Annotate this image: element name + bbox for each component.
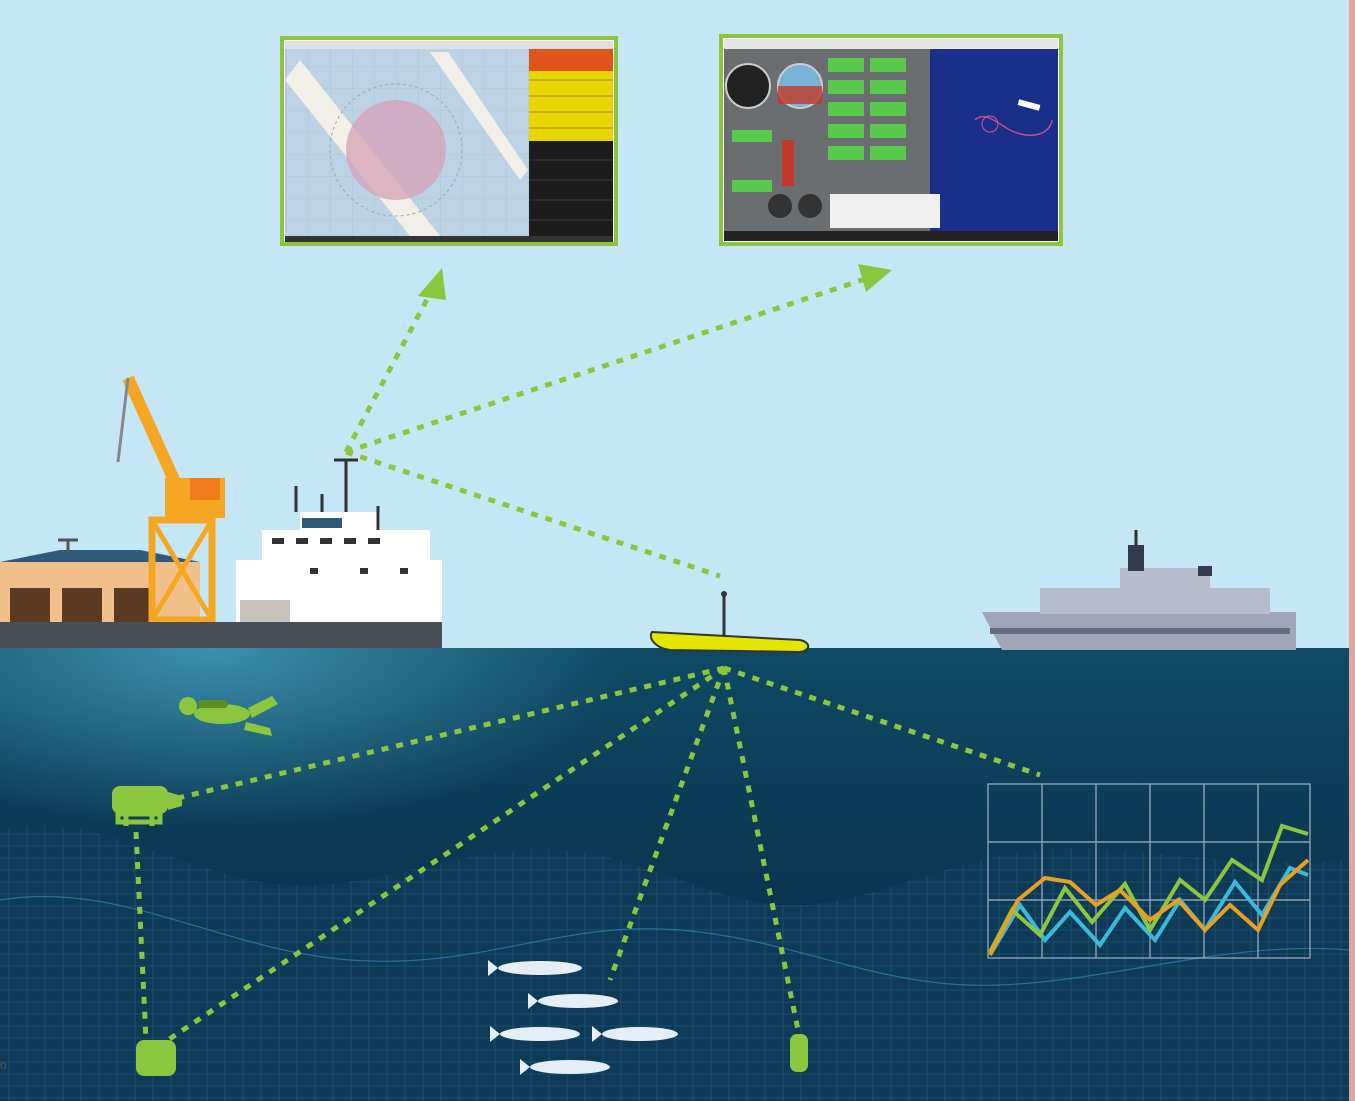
- seabed-node-icon: [136, 1040, 176, 1076]
- auv-3: [490, 1026, 580, 1042]
- arrowhead-control-panel: [858, 264, 892, 292]
- chart-series-green: [988, 823, 1309, 953]
- sensor-data-chart: [987, 783, 1311, 959]
- cargo-ship: [236, 458, 442, 622]
- usv-icon: [650, 591, 810, 654]
- link-usv-to-rov: [177, 665, 725, 801]
- link-usv-to-node: [166, 665, 726, 1043]
- arrowhead-map-panel: [418, 268, 446, 300]
- link-usv-to-auvs: [607, 667, 727, 981]
- link-ship-to-map-panel: [343, 288, 435, 454]
- chart-series-cyan: [988, 865, 1309, 957]
- chart-series-orange: [988, 858, 1310, 956]
- vehicle-control-panel: [719, 34, 1063, 246]
- auv-4: [592, 1026, 678, 1042]
- seabed-ridge: [0, 895, 1350, 986]
- map-display-panel: [280, 36, 618, 246]
- corner-mark: o: [0, 1058, 7, 1072]
- link-usv-to-chart: [723, 665, 1041, 778]
- rov-icon: [112, 786, 182, 826]
- communication-links: [133, 275, 1041, 1043]
- diver-icon: [179, 696, 278, 736]
- harbor-crane: [116, 375, 225, 624]
- link-usv-to-beacon: [721, 667, 801, 1031]
- auv-5: [520, 1059, 610, 1075]
- sky: [0, 0, 1349, 650]
- pier: [0, 622, 442, 648]
- link-ship-to-usv: [345, 449, 721, 579]
- warship: [982, 530, 1296, 650]
- auv-2: [528, 993, 618, 1009]
- right-edge-strip: [1349, 0, 1355, 1101]
- link-ship-to-control-panel: [345, 275, 869, 455]
- auv-1: [488, 960, 582, 976]
- seabed-beacon-icon: [790, 1034, 808, 1072]
- auv-group: [488, 960, 678, 1075]
- seabed-mesh: [0, 825, 1349, 1101]
- link-rov-to-node: [133, 831, 149, 1041]
